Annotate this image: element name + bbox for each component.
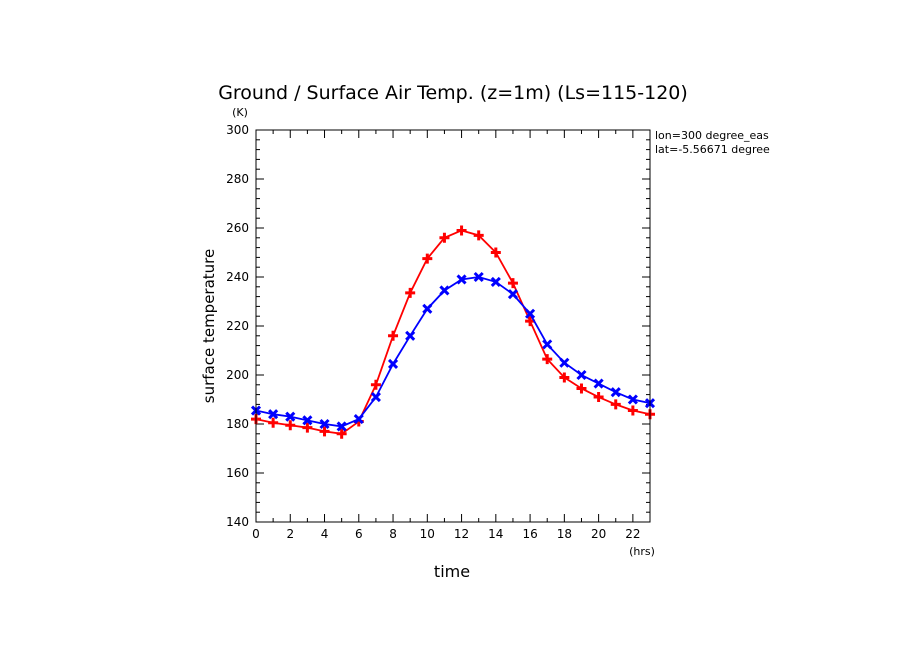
data-point	[439, 232, 450, 243]
data-point	[319, 426, 330, 437]
y-tick-label: 160	[226, 466, 249, 480]
annotation-line-2: lat=-5.56671 degree	[655, 143, 770, 156]
y-tick-label: 300	[226, 123, 249, 137]
x-tick-label: 20	[591, 527, 606, 541]
data-point	[439, 285, 450, 296]
data-point	[610, 399, 621, 410]
y-unit-label: (K)	[232, 106, 248, 119]
data-point	[507, 278, 518, 289]
x-tick-label: 4	[321, 527, 329, 541]
data-point	[285, 420, 296, 431]
x-tick-label: 16	[522, 527, 537, 541]
data-point	[268, 409, 279, 420]
data-point	[490, 276, 501, 287]
data-point	[593, 378, 604, 389]
data-point	[559, 372, 570, 383]
data-point	[627, 405, 638, 416]
series-line	[255, 229, 651, 435]
data-point	[456, 225, 467, 236]
data-point	[576, 383, 587, 394]
data-point	[507, 289, 519, 300]
data-point	[525, 308, 536, 319]
x-tick-label: 8	[389, 527, 397, 541]
y-tick-label: 260	[226, 221, 249, 235]
data-point	[610, 387, 621, 398]
x-tick-label: 12	[454, 527, 469, 541]
data-point	[422, 253, 433, 264]
y-tick-label: 240	[226, 270, 249, 284]
data-point	[490, 247, 501, 258]
x-tick-label: 10	[420, 527, 435, 541]
data-point	[336, 421, 347, 432]
data-point	[456, 274, 467, 285]
y-tick-label: 280	[226, 172, 249, 186]
data-point	[268, 417, 279, 428]
x-tick-label: 22	[625, 527, 640, 541]
data-point	[302, 422, 313, 433]
annotation-line-1: lon=300 degree_eas	[655, 129, 769, 142]
data-point	[336, 428, 347, 439]
data-point	[559, 357, 570, 368]
data-point	[285, 411, 296, 422]
data-point	[388, 330, 399, 341]
data-point	[319, 418, 330, 430]
data-point	[302, 415, 313, 426]
data-point	[627, 394, 638, 405]
x-tick-label: 14	[488, 527, 503, 541]
axis-ticks: 0 2 4 6 8 10 12 14 16 18 20 22 140 160 180 200 220 240 260…	[226, 123, 651, 541]
data-point	[542, 339, 553, 350]
data-point	[593, 392, 604, 403]
data-point	[576, 369, 587, 381]
x-axis-label: time	[434, 562, 470, 581]
y-tick-label: 140	[226, 515, 249, 529]
x-tick-label: 18	[557, 527, 572, 541]
y-tick-label: 200	[226, 368, 249, 382]
data-point	[542, 354, 553, 365]
data-point	[405, 287, 416, 298]
y-tick-label: 180	[226, 417, 249, 431]
data-point	[473, 271, 484, 283]
series-group	[250, 225, 656, 439]
data-point	[405, 330, 416, 341]
data-point	[473, 230, 484, 241]
plot-frame	[255, 129, 651, 523]
chart-title: Ground / Surface Air Temp. (z=1m) (Ls=11…	[218, 82, 688, 104]
x-unit-label: (hrs)	[629, 545, 655, 558]
data-point	[422, 303, 433, 314]
x-tick-label: 2	[286, 527, 294, 541]
data-point	[353, 414, 364, 425]
series-line	[255, 276, 651, 428]
y-axis-label: surface temperature	[200, 249, 218, 404]
x-tick-label: 6	[355, 527, 363, 541]
y-tick-label: 220	[226, 319, 249, 333]
series-1	[251, 225, 655, 439]
data-point	[370, 391, 381, 403]
x-tick-label: 0	[252, 527, 260, 541]
series-2	[250, 271, 656, 432]
data-point	[387, 358, 399, 370]
data-point	[370, 379, 381, 390]
